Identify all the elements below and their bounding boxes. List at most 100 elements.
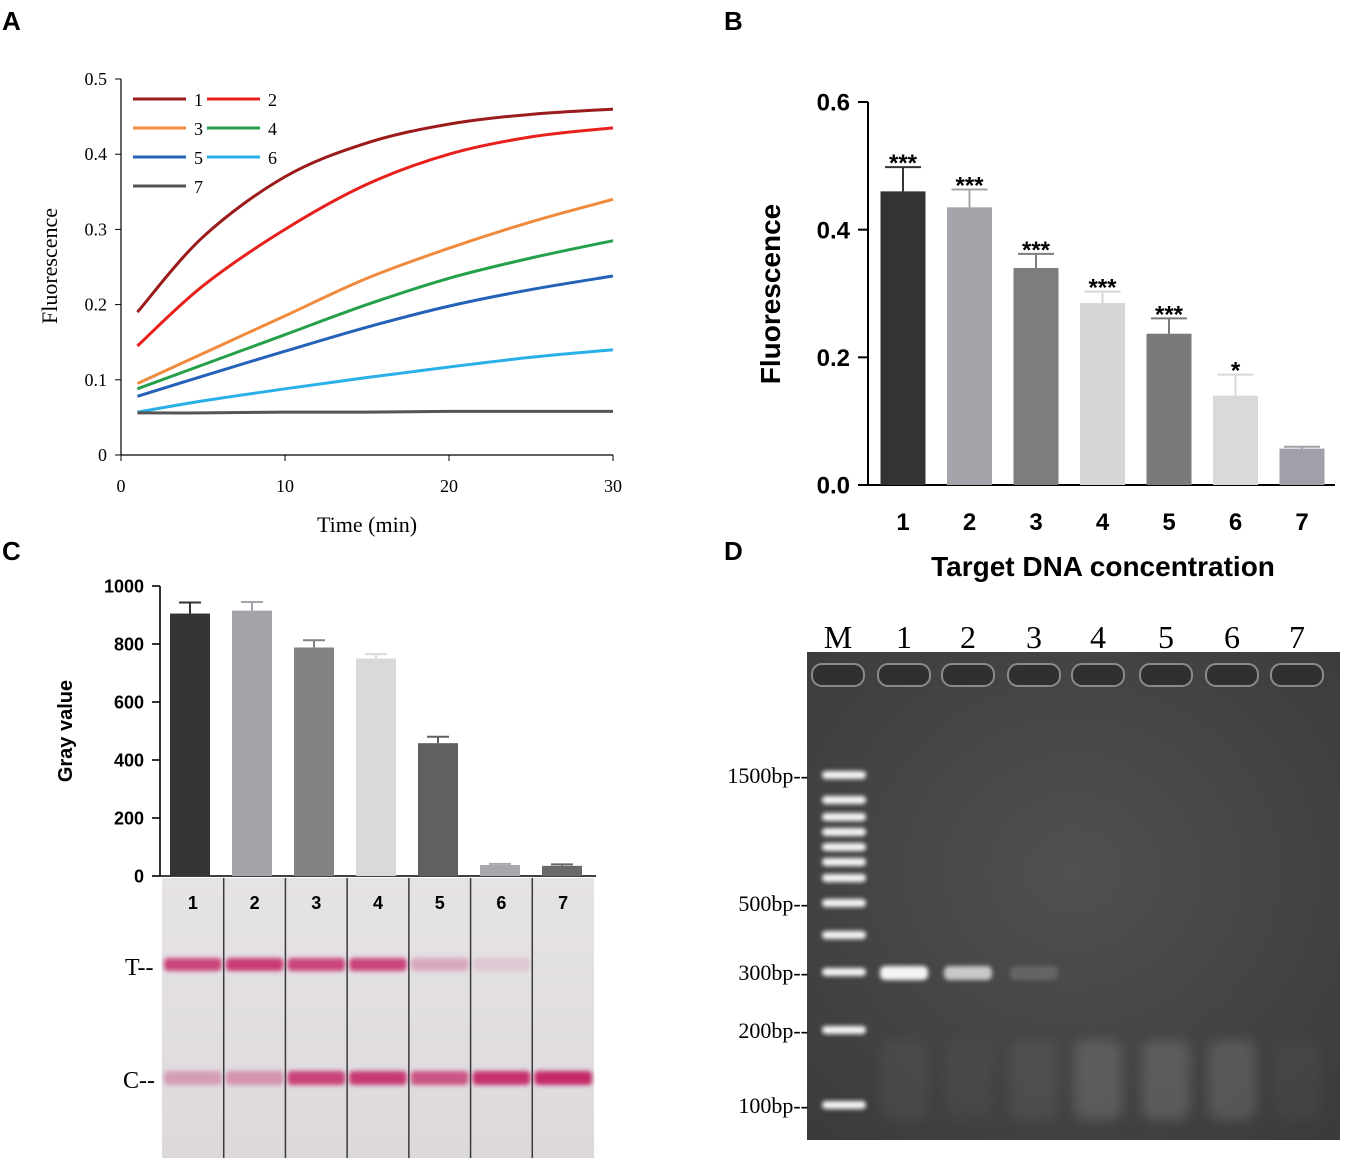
panel-letter-b: B [724,6,743,36]
b-bar-6 [1213,395,1258,485]
test-strip-photo: 1 2 3 4 5 6 7 T-- C-- [123,878,594,1158]
a-legend-label-4: 4 [268,119,277,139]
c-bar-5 [418,743,458,876]
gel-ladder-band [822,796,866,804]
c-bar-6 [480,864,520,876]
strip-t-band-3 [287,958,346,971]
b-significance-6: * [1231,358,1241,385]
gel-smear-1 [880,1040,928,1120]
b-bar-7 [1279,448,1325,485]
a-y-tick-label: 0.5 [85,69,108,89]
strip-c-band-4 [349,1071,407,1085]
strip-lane-label-1: 1 [188,893,198,913]
gel-marker-label: 300bp-- [738,960,808,985]
gel-well-M [811,663,865,687]
gel-lane-label-2: 2 [960,619,976,655]
a-x-tick-label: 10 [276,476,294,496]
a-series-line-4 [136,239,614,391]
strip-lane-label-2: 2 [250,893,260,913]
strip-c-band-2 [225,1071,284,1085]
c-bar-4 [356,658,396,876]
b-bar-5 [1146,333,1192,485]
c-bars [170,600,582,876]
c-bar-3 [294,647,334,876]
gel-ladder-band [822,874,866,882]
a-legend-label-3: 3 [194,119,203,139]
strip-t-band-4 [349,958,407,971]
c-bar-2 [232,610,272,876]
b-category-label-3: 3 [1029,509,1042,536]
strip-t-label: T-- [125,955,153,981]
gel-smear-5 [1142,1040,1190,1120]
gel-ladder-band [822,931,866,939]
a-legend-label-2: 2 [268,90,277,110]
gel-smear-7 [1273,1040,1321,1120]
b-bar-3 [1013,267,1059,485]
gel-marker-label: 500bp-- [738,891,808,916]
b-bar-4 [1080,303,1125,485]
strip-t-band-2 [225,958,284,971]
a-x-tick-label: 20 [440,476,458,496]
gel-lane-labels: M 1 2 3 4 5 6 7 [824,619,1305,655]
gel-marker-label: 100bp-- [738,1093,808,1118]
c-y-tick-label: 1000 [104,576,144,596]
b-y-tick-label: 0.4 [817,217,851,244]
a-legend-label-7: 7 [194,177,203,197]
b-y-tick-label: 0.0 [817,473,850,500]
gel-well-7 [1270,663,1324,687]
a-y-ticks: 0 0.1 0.2 0.3 0.4 0.5 [85,69,121,465]
gel-well-1 [877,663,931,687]
strip-lane-label-7: 7 [558,893,568,913]
b-y-tick-label: 0.6 [817,90,850,117]
strip-lane-label-3: 3 [311,893,321,913]
gel-ladder-band [822,828,866,836]
b-significance-1: *** [889,150,918,177]
strip-background [162,878,594,1158]
strip-t-band-5 [410,958,469,971]
gel-ladder-band [822,813,866,821]
c-bar-7 [542,865,582,876]
strip-lane-label-4: 4 [373,893,383,913]
gel-lane-label-6: 6 [1224,619,1240,655]
gel-ladder-band [822,843,866,851]
a-series-line-1 [136,107,614,314]
b-category-label-4: 4 [1096,509,1110,536]
c-y-tick-label: 800 [114,634,144,654]
gel-well-2 [941,663,995,687]
strip-c-band-5 [410,1071,469,1085]
gel-smear-4 [1074,1040,1122,1120]
gel-marker-label: 1500bp-- [727,763,808,788]
gel-well-5 [1139,663,1193,687]
gel-smear-6 [1208,1040,1256,1120]
b-category-label-2: 2 [963,509,976,536]
panel-a-line-chart: 0 0.1 0.2 0.3 0.4 0.5 0 10 20 30 1 2 3 4 5 6 7 Time (m… [37,69,622,537]
strip-c-band-1 [164,1071,222,1085]
gel-lane-label-4: 4 [1090,619,1106,655]
gel-well-3 [1007,663,1061,687]
b-category-label-7: 7 [1295,509,1308,536]
strip-c-band-3 [287,1071,346,1085]
a-legend-label-5: 5 [194,148,203,168]
gel-ladder-band [822,858,866,866]
gel-ladder-band [822,899,866,907]
strip-c-band-6 [472,1071,531,1085]
b-category-label-6: 6 [1229,509,1242,536]
a-legend: 1 2 3 4 5 6 7 [133,90,277,197]
gel-lane-label-7: 7 [1289,619,1305,655]
strip-lane-label-5: 5 [435,893,445,913]
a-y-tick-label: 0.2 [85,295,108,315]
gel-well-4 [1071,663,1125,687]
a-x-tick-label: 30 [604,476,622,496]
a-x-ticks: 0 10 20 30 [117,455,622,496]
panel-c-bar-chart: 0 200 400 600 800 1000 Gray value [55,576,596,886]
b-bar-2 [947,207,992,485]
panel-letter-d: D [724,536,743,566]
gel-lane-label-3: 3 [1026,619,1042,655]
panel-letter-a: A [2,6,21,36]
a-series-line-7 [137,409,613,415]
gel-lane-label-5: 5 [1158,619,1174,655]
b-significance-5: *** [1155,301,1184,328]
strip-lanes: 1 2 3 4 5 6 7 [164,878,592,1158]
a-x-tick-label: 0 [117,476,126,496]
gel-marker-label: 200bp-- [738,1018,808,1043]
